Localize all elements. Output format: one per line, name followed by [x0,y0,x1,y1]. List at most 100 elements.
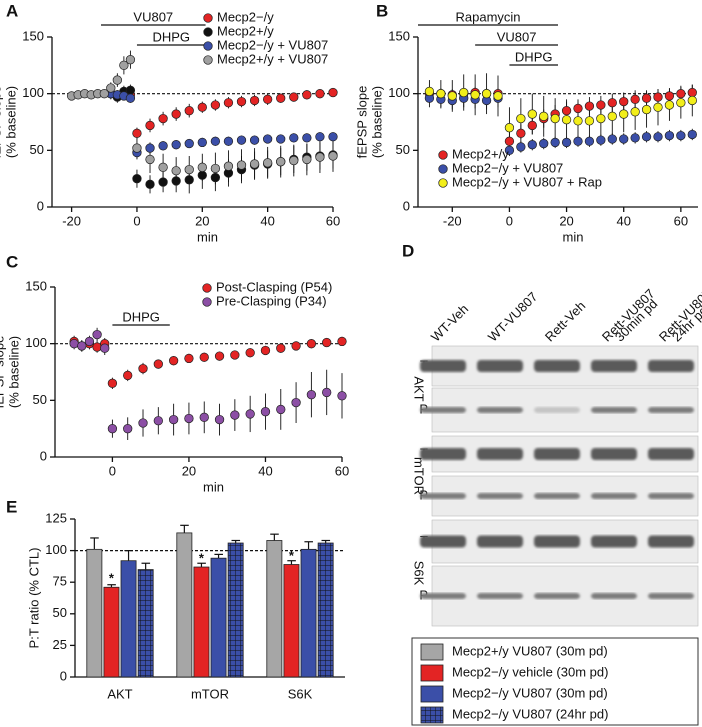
y-tick-label: 100 [25,335,47,350]
data-point [260,345,271,356]
data-point [561,137,572,148]
blot-group-label: mTOR [412,457,427,495]
bar [227,542,244,678]
data-point [447,91,457,101]
data-point [236,96,247,107]
data-point [596,135,606,145]
significance-marker: * [289,548,295,563]
data-point [184,138,194,149]
lane-label: WT-Veh [428,301,471,344]
data-point [230,350,240,360]
legend-marker [203,55,213,65]
bar [176,532,193,678]
data-point [619,134,629,144]
data-point [539,111,549,121]
data-point [630,133,640,143]
data-point [573,116,583,126]
y-tick-label: 75 [53,574,67,589]
panel-label: A [6,1,18,20]
annotation-label: VU807 [133,9,173,24]
y-tick-label: 0 [403,198,410,213]
x-tick-label: 60 [326,213,340,228]
data-point [527,120,537,131]
blot-band [648,448,694,460]
data-point [291,397,301,408]
y-axis-label: fEPSP slope [0,86,3,159]
data-point [676,98,686,108]
data-point [276,157,286,167]
data-point [607,134,617,144]
x-tick-label: 60 [335,463,349,478]
bar [283,564,300,678]
data-point [276,343,286,353]
data-point [653,132,663,142]
data-point [123,370,133,381]
significance-marker: * [199,550,205,565]
x-tick-label: 20 [182,463,196,478]
blot-band [534,535,580,548]
blot-band [477,407,523,413]
data-point [223,161,234,171]
legend-marker [203,27,213,37]
blot-band [534,593,580,599]
data-point [676,130,686,141]
data-point [184,175,194,185]
data-point [145,154,155,165]
y-axis-label: fEPSP slope [354,86,369,159]
x-axis-label: min [197,229,218,244]
blot-group-label: S6K [412,561,427,586]
blot-band [648,493,694,499]
data-point [84,336,95,347]
data-point [245,409,255,419]
data-point [197,137,207,148]
data-point [145,120,155,131]
legend-marker [202,283,212,293]
x-tick-label: 0 [109,463,116,478]
data-point [607,111,617,121]
data-point [561,106,572,116]
bar [120,560,137,678]
data-point [171,176,181,186]
blot-band [648,535,694,548]
y-tick-label: 100 [22,85,44,100]
data-point [337,336,347,347]
data-point [112,75,122,85]
bar [86,548,103,678]
data-point [527,140,537,150]
blot-band [591,493,637,499]
data-point [315,152,325,162]
legend-swatch [420,685,444,703]
data-point [653,102,663,112]
blot-band [591,535,637,548]
data-point [119,60,129,70]
data-point [158,162,168,172]
blot-band [648,593,694,599]
data-point [630,107,640,117]
legend-label: Mecp2−/y [217,9,274,24]
data-point [516,113,526,124]
data-point [328,87,338,98]
blot-band [534,448,580,460]
data-point [302,154,312,165]
data-point [641,104,652,115]
bar [103,586,120,678]
y-tick-label: 0 [37,198,44,213]
data-point [630,94,640,104]
y-tick-label: 50 [30,142,44,157]
blot-band [420,593,466,599]
x-tick-label: 40 [616,213,630,228]
data-point [539,138,549,149]
data-point [168,414,179,425]
data-point [197,102,207,112]
data-point [516,142,526,152]
data-point [263,158,273,168]
data-point [145,143,155,153]
y-axis-label: (% baseline) [3,86,18,158]
annotation-label: DHPG [152,29,190,44]
data-point [561,115,572,125]
data-point [664,91,675,101]
legend-label: Post-Clasping (P54) [216,279,332,294]
data-point [306,339,317,349]
data-point [470,90,480,100]
